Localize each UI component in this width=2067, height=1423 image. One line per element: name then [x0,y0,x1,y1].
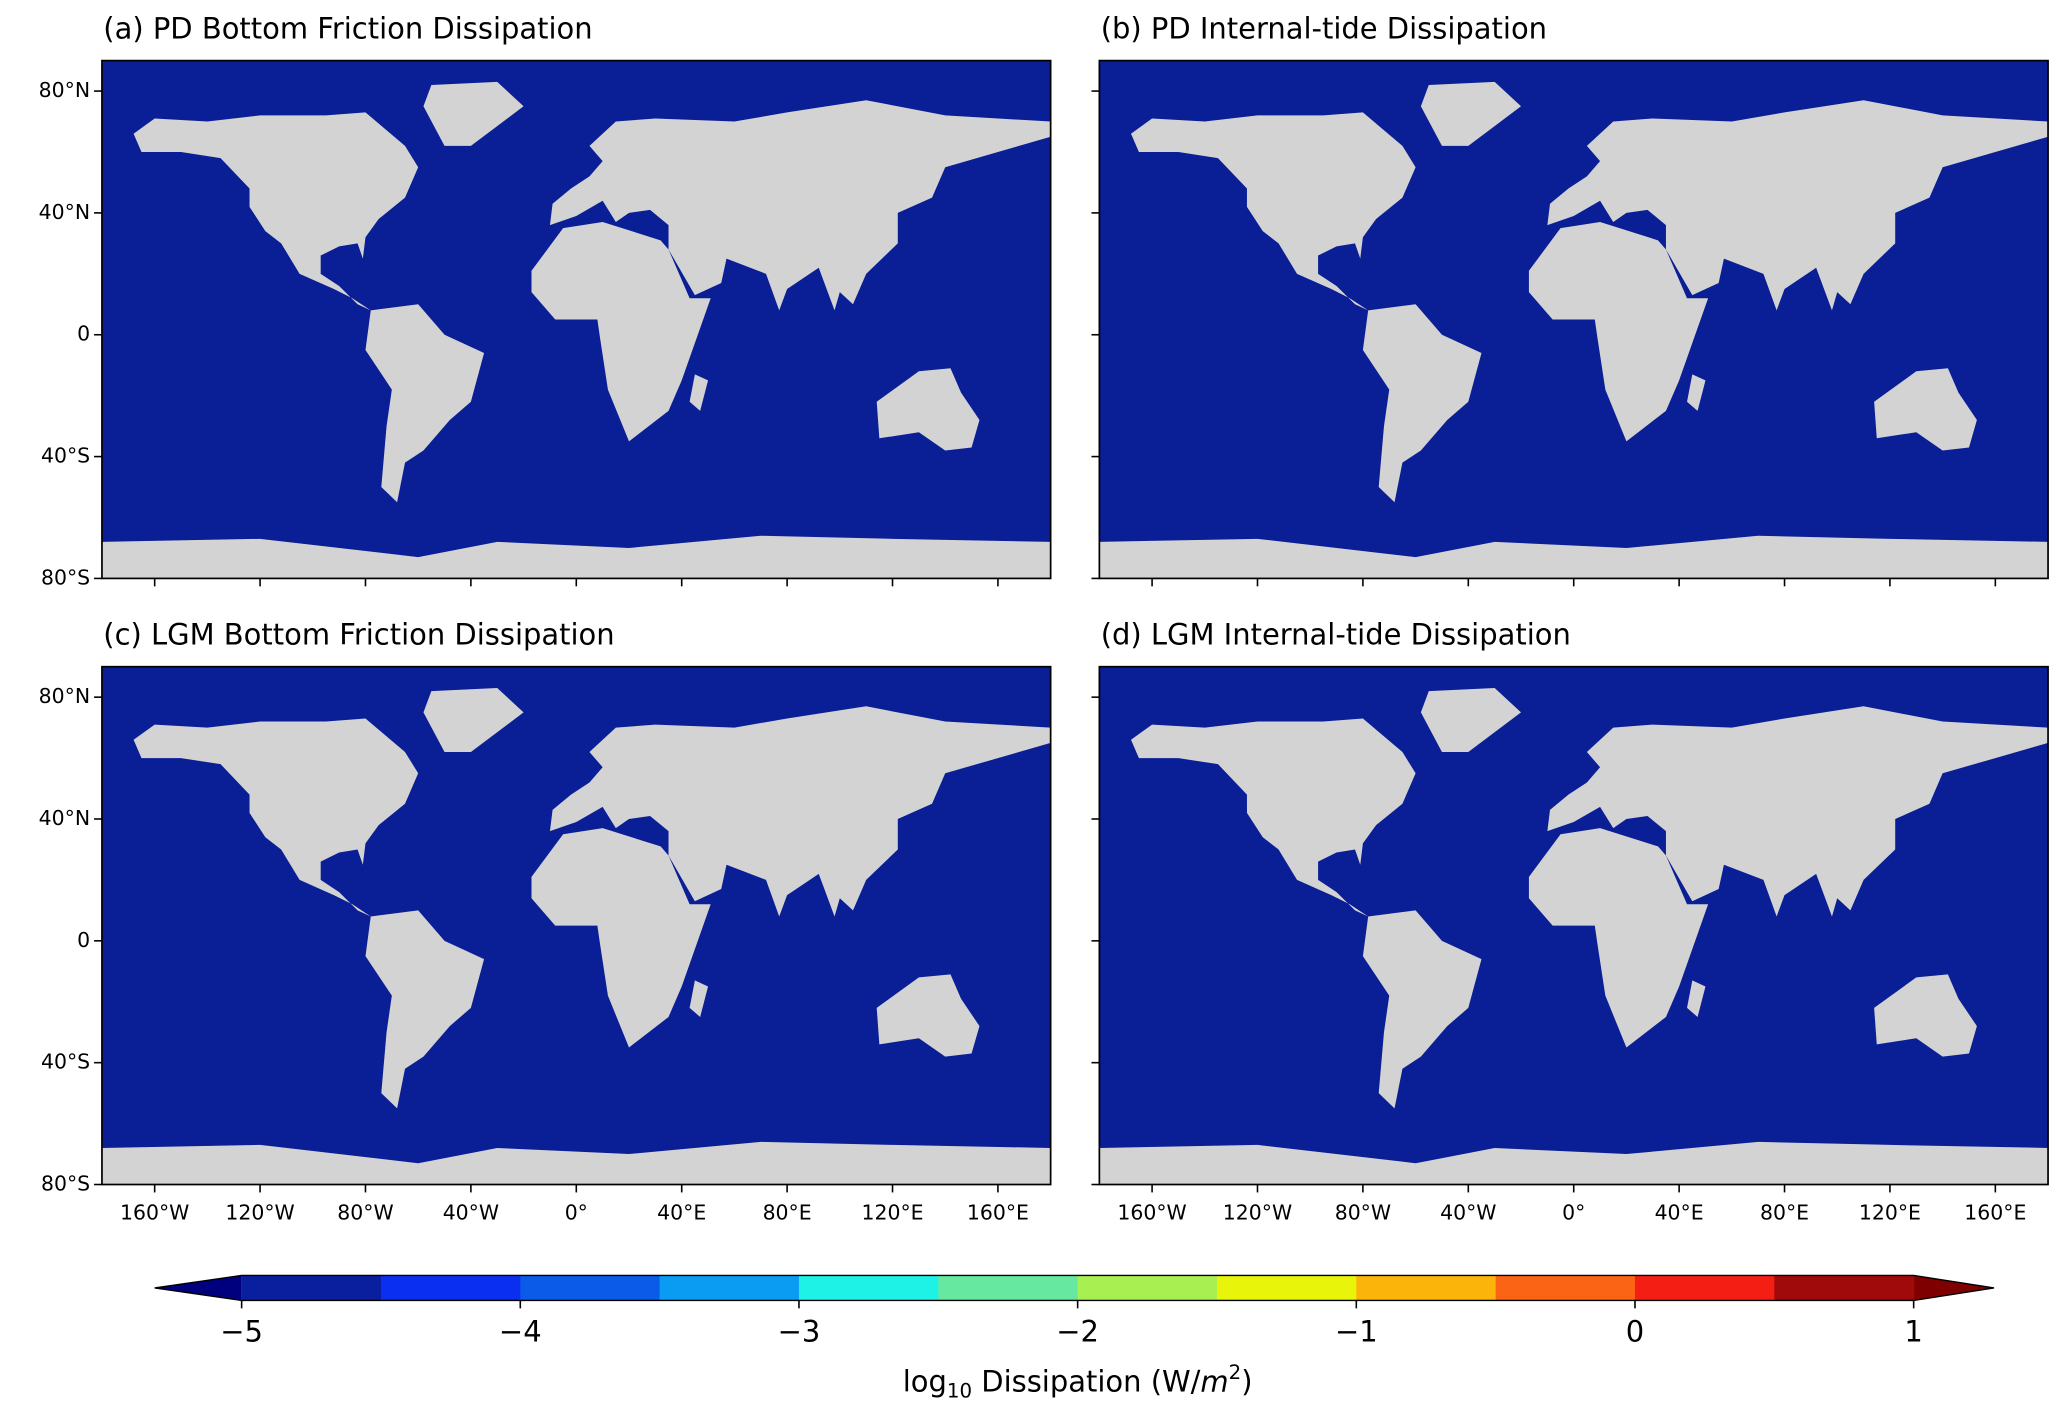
y-tick-label: 80°S [41,1172,90,1196]
map-panel: (a) PD Bottom Friction Dissipation 80°N 40… [39,11,1052,589]
colorbar-segment [241,1275,382,1301]
colorbar-tick-label: −2 [1056,1314,1099,1348]
x-tick-label: 120°W [225,1201,294,1225]
label-part: 2 [1229,1360,1242,1383]
x-tick-label: 80°E [1760,1201,1809,1225]
map-panel: (d) LGM Internal-tide Dissipation 160°W 12… [1091,617,2049,1225]
y-tick-label: 40°S [41,444,90,468]
colorbar-tick-label: −5 [220,1314,263,1348]
colorbar-segment [1356,1275,1497,1301]
y-tick-label: 40°S [41,1050,90,1074]
colorbar-segment [1634,1275,1775,1301]
x-tick-label: 0° [1562,1201,1585,1225]
x-tick-label: 160°W [120,1201,189,1225]
x-tick-label: 40°E [1655,1201,1704,1225]
colorbar-segment [1774,1275,1915,1301]
x-tick-label: 160°E [967,1201,1029,1225]
colorbar-tick-label: 1 [1904,1314,1922,1348]
x-tick-label: 160°W [1117,1201,1186,1225]
colorbar-segment [520,1275,661,1301]
colorbar-tick-label: −3 [778,1314,821,1348]
x-tick-label: 0° [565,1201,588,1225]
colorbar-tick-label: 0 [1626,1314,1644,1348]
panel-title: (a) PD Bottom Friction Dissipation [103,11,592,45]
y-tick-label: 80°N [39,78,90,102]
y-tick-label: 40°N [39,200,90,224]
x-tick-label: 40°E [657,1201,706,1225]
x-tick-label: 80°W [1335,1201,1391,1225]
x-tick-label: 40°W [443,1201,499,1225]
label-part: Dissipation (W/ [972,1364,1201,1398]
y-tick-label: 80°N [39,684,90,708]
colorbar: −5 −4 −3 −2 −1 0 1 log10 Dissipation (W/m2) [154,1274,1995,1402]
colorbar-segment [1077,1275,1218,1301]
colorbar-extend-max [1913,1275,1995,1301]
panel-title: (b) PD Internal-tide Dissipation [1101,11,1547,45]
colorbar-extend-min [154,1275,242,1301]
colorbar-segment [1216,1275,1357,1301]
colorbar-tick-label: −1 [1335,1314,1378,1348]
map-panel: (b) PD Internal-tide Dissipation [1091,11,2049,587]
x-tick-label: 80°W [337,1201,393,1225]
colorbar-tick-label: −4 [499,1314,542,1348]
label-part: ) [1241,1364,1252,1398]
y-tick-label: 80°S [41,565,90,589]
colorbar-segment [798,1275,939,1301]
colorbar-segment [1495,1275,1636,1301]
y-tick-label: 0 [77,322,90,346]
label-part: m [1200,1364,1228,1398]
x-tick-label: 80°E [763,1201,812,1225]
x-tick-label: 40°W [1440,1201,1496,1225]
y-tick-label: 0 [77,928,90,952]
x-tick-label: 120°W [1223,1201,1292,1225]
label-part: 10 [947,1379,972,1402]
x-tick-label: 120°E [861,1201,923,1225]
panel-title: (c) LGM Bottom Friction Dissipation [103,617,614,651]
colorbar-label: log10 Dissipation (W/m2) [903,1360,1253,1401]
panel-title: (d) LGM Internal-tide Dissipation [1101,617,1571,651]
x-tick-label: 160°E [1964,1201,2026,1225]
colorbar-segment [659,1275,800,1301]
label-part: log [903,1364,947,1398]
map-panel: (c) LGM Bottom Friction Dissipation 80°N 4… [39,617,1052,1225]
y-tick-label: 40°N [39,806,90,830]
colorbar-segment [380,1275,521,1301]
colorbar-segment [938,1275,1079,1301]
x-tick-label: 120°E [1859,1201,1921,1225]
